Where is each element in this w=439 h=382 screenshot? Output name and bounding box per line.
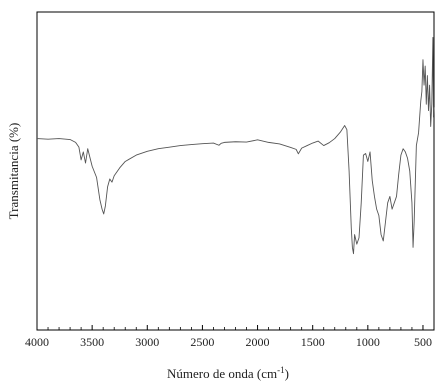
x-tick-label-1500: 1500 [301,335,325,349]
x-axis-label: Número de onda (cm-1) [167,365,289,381]
x-axis-label-close: ) [285,366,289,381]
x-tick-label-1000: 1000 [356,335,380,349]
y-axis-label: Transmitancia (%) [6,123,21,220]
spectrum-line [36,36,435,255]
x-axis-label-main: Número de onda (cm [167,366,277,381]
x-axis [36,325,435,330]
x-tick-label-2500: 2500 [190,335,214,349]
x-tick-label-500: 500 [414,335,432,349]
x-tick-label-3500: 3500 [80,335,104,349]
x-tick-label-4000: 4000 [25,335,49,349]
x-tick-label-2000: 2000 [246,335,270,349]
plot-frame [36,11,435,331]
x-tick-label-3000: 3000 [135,335,159,349]
x-axis-label-sup: -1 [277,365,285,375]
x-tick-labels: 4000 3500 3000 2500 2000 1500 1000 500 [25,335,432,349]
